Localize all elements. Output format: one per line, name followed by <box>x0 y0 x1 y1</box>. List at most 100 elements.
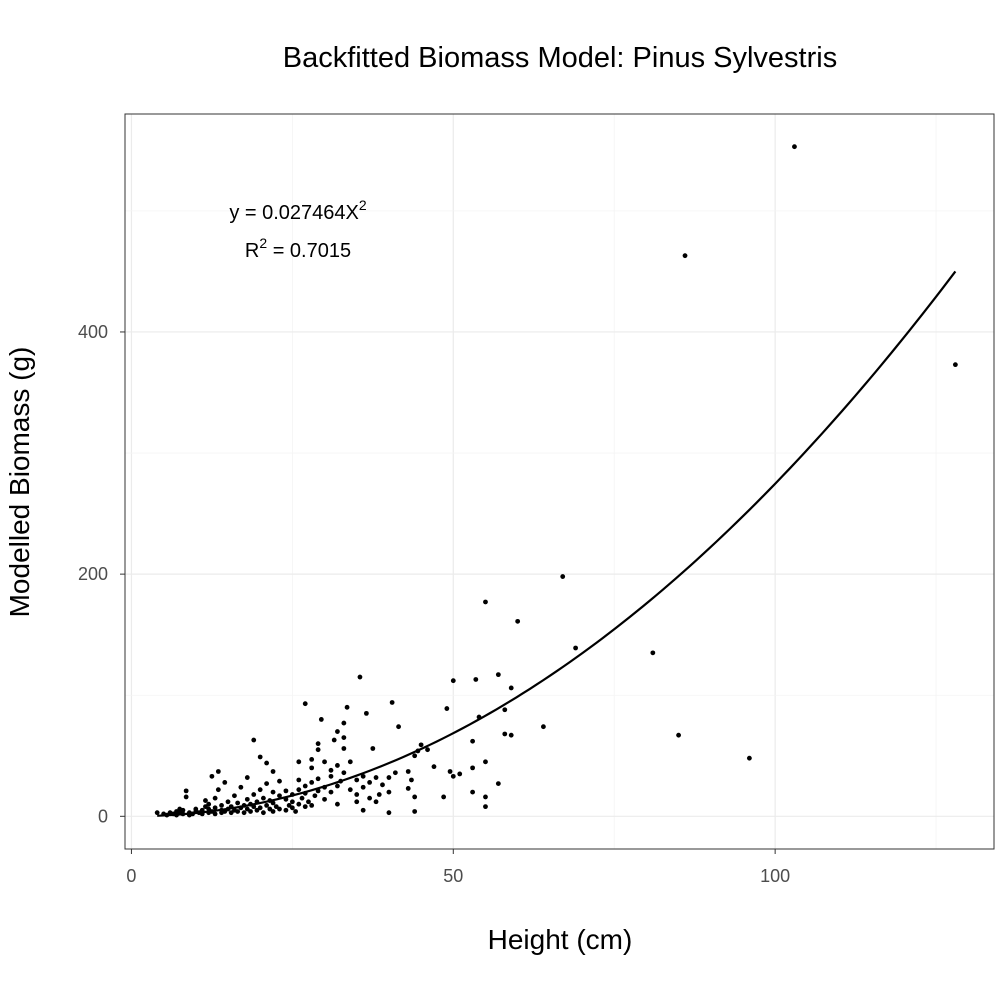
data-point <box>412 809 418 814</box>
data-point <box>367 780 373 785</box>
data-point <box>302 783 308 789</box>
data-point <box>309 780 315 785</box>
data-point <box>495 672 501 678</box>
data-point <box>180 807 186 813</box>
data-point <box>386 775 392 780</box>
r-squared-value: = 0.7015 <box>267 240 351 262</box>
data-point <box>447 769 453 774</box>
data-point <box>264 760 270 766</box>
data-point <box>409 777 414 783</box>
data-point <box>309 765 315 771</box>
data-point <box>344 704 350 710</box>
data-point <box>515 618 521 624</box>
data-point <box>309 756 315 762</box>
data-point <box>341 746 347 751</box>
data-point <box>289 799 295 805</box>
data-point <box>154 810 160 816</box>
data-point <box>318 717 324 722</box>
data-point <box>457 771 463 777</box>
data-point <box>560 574 566 579</box>
data-point <box>283 807 289 813</box>
data-point <box>495 781 501 787</box>
data-point <box>483 794 488 800</box>
x-tick-label: 0 <box>126 866 136 886</box>
data-point <box>473 677 479 682</box>
data-point <box>315 776 321 782</box>
data-point <box>483 599 488 605</box>
data-point <box>508 732 514 738</box>
x-tick-label: 100 <box>760 866 790 886</box>
data-point <box>270 789 276 795</box>
data-point <box>270 769 276 774</box>
data-point <box>264 781 270 787</box>
data-point <box>183 788 189 794</box>
data-point <box>244 775 250 780</box>
data-point <box>270 809 276 814</box>
data-point <box>541 724 546 730</box>
x-axis-label: Height (cm) <box>488 924 633 955</box>
data-point <box>331 737 337 743</box>
data-point <box>315 741 321 747</box>
data-point <box>299 795 305 801</box>
data-point <box>425 747 430 753</box>
data-point <box>296 777 302 783</box>
data-point <box>418 742 424 748</box>
data-point <box>396 724 401 730</box>
data-point <box>251 792 257 797</box>
data-point <box>296 787 302 793</box>
data-point <box>225 799 231 805</box>
data-point <box>502 731 508 737</box>
data-point <box>363 710 369 716</box>
data-point <box>431 764 437 770</box>
data-point <box>257 787 263 793</box>
data-point <box>183 794 189 800</box>
data-point <box>293 809 298 814</box>
data-point <box>682 253 688 259</box>
data-point <box>405 786 411 791</box>
data-point <box>502 707 508 713</box>
data-point <box>322 759 327 765</box>
data-point <box>241 810 247 816</box>
data-point <box>215 769 221 774</box>
data-point <box>264 803 270 808</box>
data-point <box>277 778 282 784</box>
data-point <box>360 773 366 779</box>
data-point <box>412 794 418 800</box>
data-point <box>248 809 253 814</box>
r-squared-exponent: 2 <box>259 235 267 251</box>
data-point <box>347 787 353 793</box>
equation-text: y = 0.027464X <box>229 202 359 224</box>
data-point <box>315 747 321 753</box>
data-point <box>257 805 263 811</box>
data-point <box>470 738 475 744</box>
data-point <box>193 806 199 812</box>
r-squared-annotation: R2 = 0.7015 <box>245 235 351 262</box>
data-point <box>676 732 681 738</box>
data-point <box>296 801 302 807</box>
data-point <box>251 737 257 743</box>
data-point <box>328 767 334 773</box>
data-point <box>277 793 282 799</box>
data-point <box>386 789 392 795</box>
data-point <box>450 678 456 684</box>
data-point <box>289 805 295 811</box>
data-point <box>354 799 360 805</box>
data-point <box>257 754 263 760</box>
y-axis-ticks: 0 200 400 <box>78 322 125 826</box>
equation-annotation: y = 0.027464X2 <box>229 197 367 224</box>
data-point <box>405 769 411 774</box>
data-point <box>296 759 302 765</box>
data-point <box>483 804 488 810</box>
data-point <box>212 795 218 801</box>
data-point <box>376 792 382 797</box>
data-points <box>154 144 958 818</box>
data-point <box>309 803 315 808</box>
data-point <box>270 800 276 806</box>
data-point <box>235 809 241 814</box>
data-point <box>370 746 376 751</box>
y-tick-label: 400 <box>78 322 108 342</box>
data-point <box>219 803 224 808</box>
r-squared-symbol: R <box>245 240 259 262</box>
x-axis-ticks: 0 50 100 <box>126 849 790 886</box>
